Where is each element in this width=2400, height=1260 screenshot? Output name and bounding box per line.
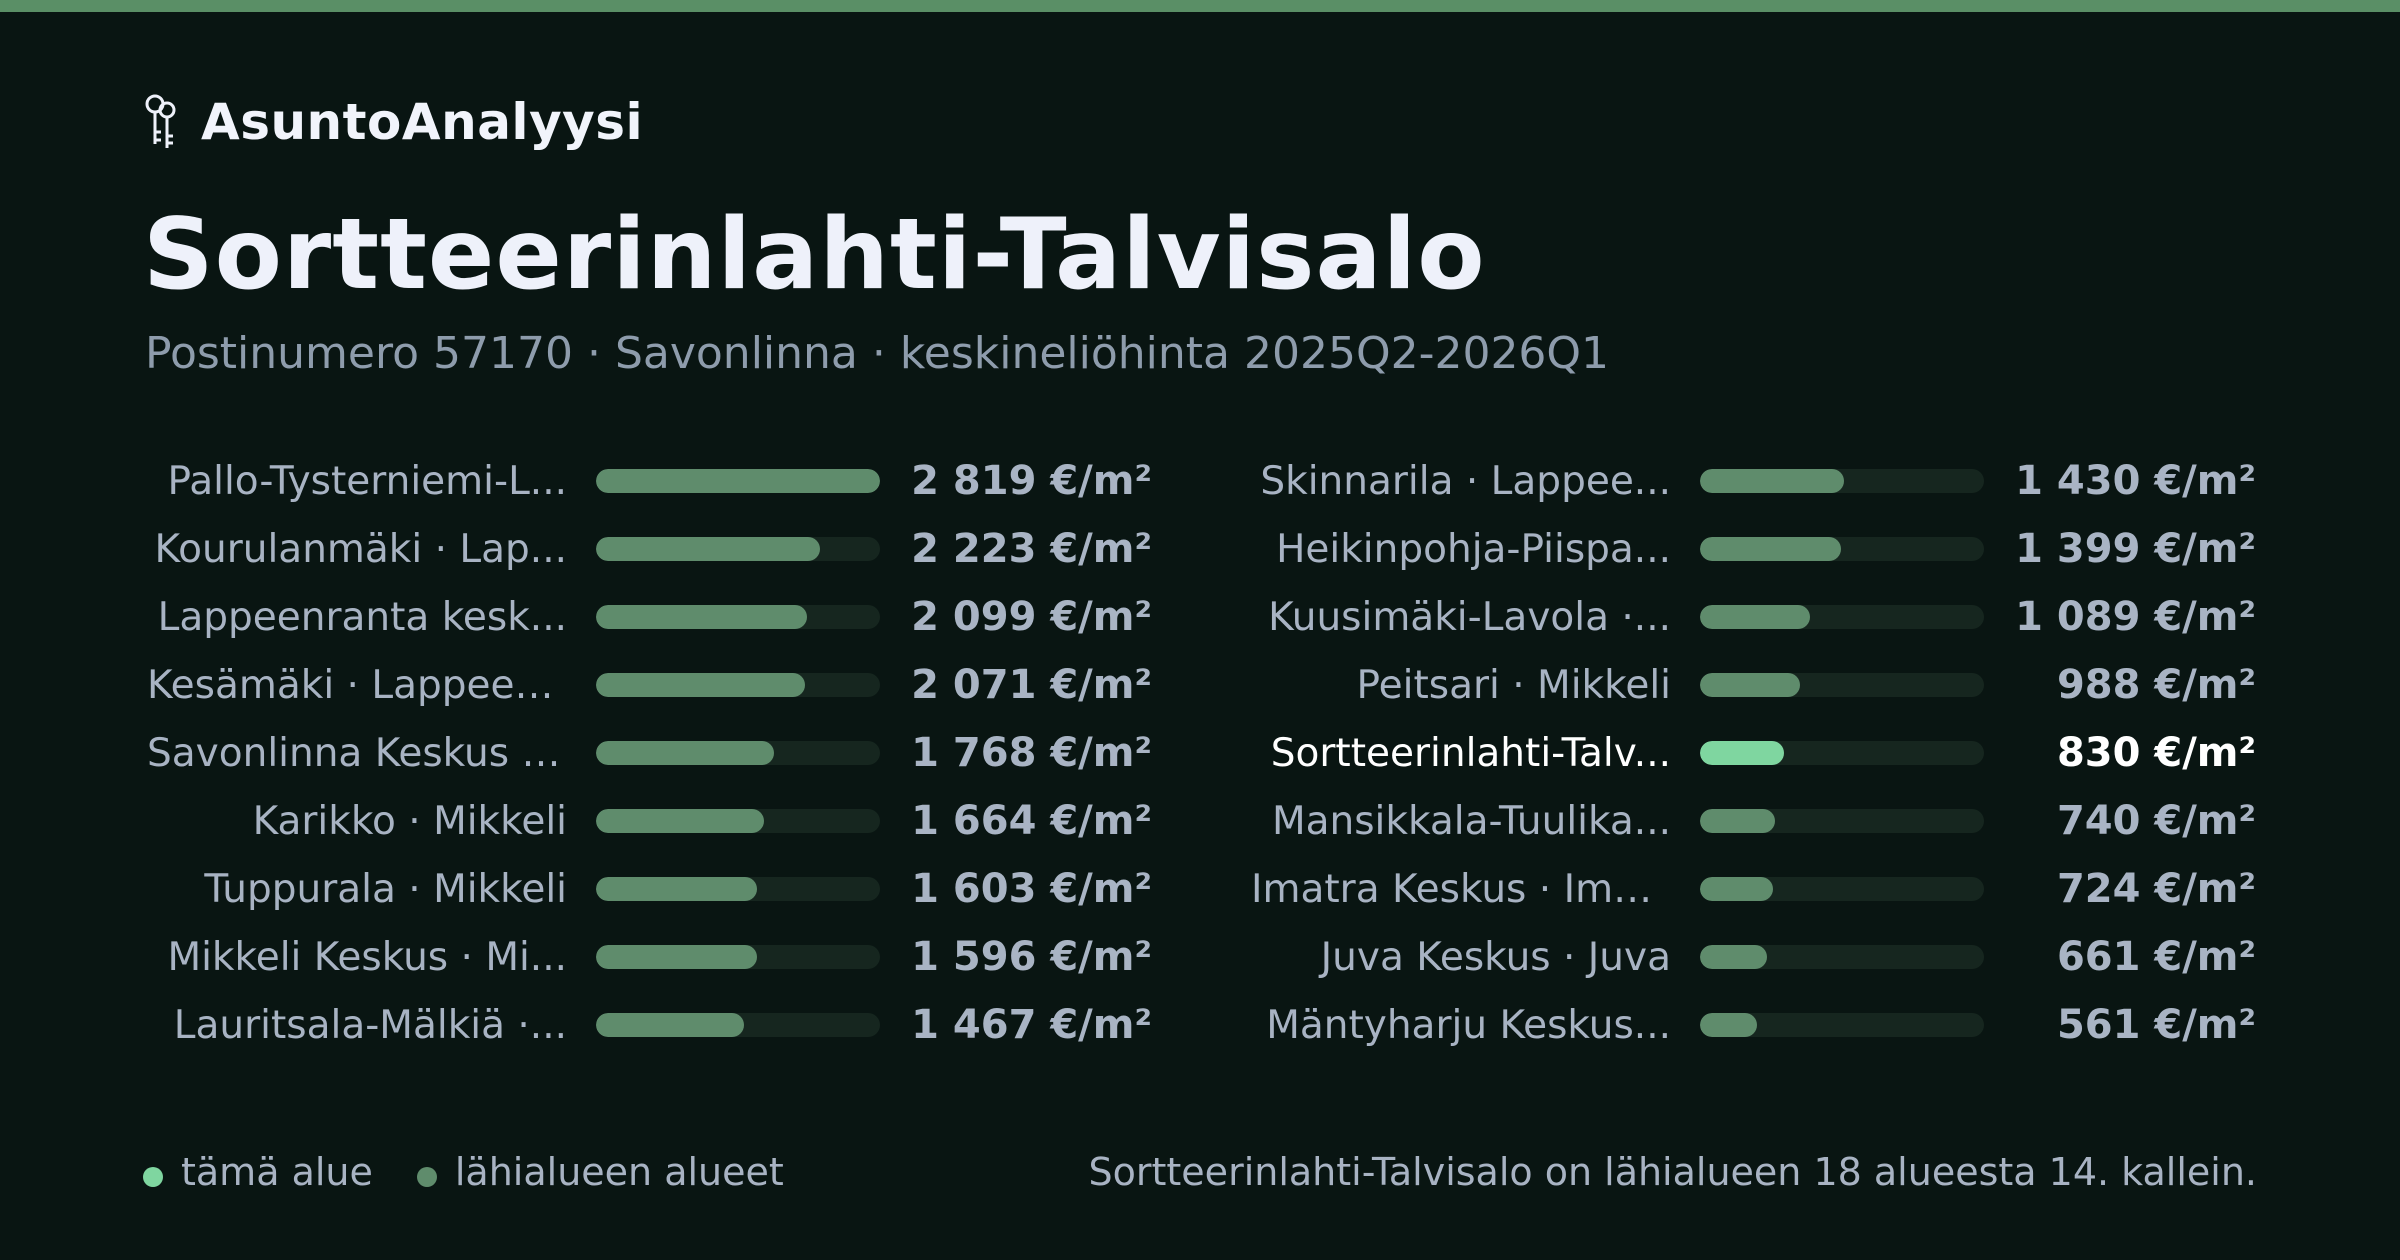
bar [596,469,880,493]
page-subtitle: Postinumero 57170 · Savonlinna · keskine… [145,328,1610,379]
bar-row: Skinnarila · Lappee... 1 430 €/m² [0,447,2400,515]
bar-value-label: 1 430 €/m² [2015,458,2256,504]
legend-dot-this-area [143,1167,163,1187]
bar-track [596,809,880,833]
bar-value-label: 988 €/m² [2056,662,2256,708]
bar-value-label: 1 603 €/m² [911,866,1152,912]
bar [1700,605,1810,629]
bar [596,809,764,833]
bar [1700,877,1773,901]
bar [1700,1013,1757,1037]
bar-value-label: 1 089 €/m² [2015,594,2256,640]
bar-row: Tuppurala · Mikkeli 1 603 €/m² [0,855,2400,923]
page-title: Sortteerinlahti-Talvisalo [143,198,1486,312]
bar-row: Mäntyharju Keskus... 561 €/m² [0,991,2400,1059]
bar [1700,537,1841,561]
top-accent-bar [0,0,2400,12]
bar-value-label: 2 071 €/m² [911,662,1152,708]
bar-value-label: 2 819 €/m² [911,458,1152,504]
bar-row: Mansikkala-Tuulika... 740 €/m² [0,787,2400,855]
bar-row: Kesämäki · Lappeen... 2 071 €/m² [0,651,2400,719]
legend-dot-nearby [416,1167,437,1187]
bar-track [1700,1013,1984,1037]
legend-label-nearby: lähialueen alueet [454,1150,784,1194]
bar-track [1700,945,1984,969]
legend-label-this-area: tämä alue [181,1150,373,1194]
bar [1700,809,1775,833]
bar-row: Pallo-Tysterniemi-L... 2 819 €/m² [0,447,2400,515]
bar-value-label: 1 596 €/m² [911,934,1152,980]
bar [1700,945,1767,969]
bar-category-label: Mansikkala-Tuulika... [1271,798,1671,844]
bar-row: Lauritsala-Mälkiä ·... 1 467 €/m² [0,991,2400,1059]
brand: AsuntoAnalyysi [143,92,643,152]
bar-track [1700,469,1984,493]
bar-track [1700,673,1984,697]
ranking-note: Sortteerinlahti-Talvisalo on lähialueen … [1088,1150,2257,1194]
legend-item-this-area: tämä alue [143,1150,373,1194]
bar-value-label: 830 €/m² [2056,730,2256,776]
keys-icon [145,94,176,148]
bar-track [596,537,880,561]
bar-track [1700,809,1984,833]
bar-track [596,945,880,969]
bar-row: Imatra Keskus · Ima... 724 €/m² [0,855,2400,923]
bar [596,877,758,901]
bar-track [596,1013,880,1037]
bar-row: Lappeenranta kesk... 2 099 €/m² [0,583,2400,651]
bar-row: Kourulanmäki · Lap... 2 223 €/m² [0,515,2400,583]
bar [596,1013,744,1037]
bar-value-label: 724 €/m² [2056,866,2256,912]
bar-category-label: Heikinpohja-Piispa... [1276,526,1671,572]
bar-track [596,469,880,493]
bar-row: Juva Keskus · Juva 661 €/m² [0,923,2400,991]
bar-row: Heikinpohja-Piispa... 1 399 €/m² [0,515,2400,583]
bar-track [1700,877,1984,901]
bar-row: Karikko · Mikkeli 1 664 €/m² [0,787,2400,855]
bar-value-label: 1 399 €/m² [2015,526,2256,572]
bar-row: Kuusimäki-Lavola ·... 1 089 €/m² [0,583,2400,651]
bar-row: Sortteerinlahti-Talv... 830 €/m² [0,719,2400,787]
brand-name: AsuntoAnalyysi [201,93,644,151]
bar-value-label: 1 664 €/m² [911,798,1152,844]
legend: tämä alue lähialueen alueet [143,1150,828,1194]
bar [596,605,808,629]
bar-track [596,605,880,629]
bar [596,945,757,969]
bar-value-label: 2 099 €/m² [911,594,1152,640]
bar [596,673,805,697]
bar-category-label: Skinnarila · Lappee... [1260,458,1671,504]
bar-value-label: 740 €/m² [2056,798,2256,844]
bar-value-label: 1 467 €/m² [911,1002,1152,1048]
bar-row: Mikkeli Keskus · Mi... 1 596 €/m² [0,923,2400,991]
bar-category-label: Mäntyharju Keskus... [1266,1002,1671,1048]
bar-value-label: 661 €/m² [2056,934,2256,980]
bar-row: Savonlinna Keskus ·... 1 768 €/m² [0,719,2400,787]
bar [596,537,820,561]
bar-track [1700,605,1984,629]
bar-category-label: Sortteerinlahti-Talv... [1270,730,1671,776]
bar [596,741,775,765]
bar-value-label: 561 €/m² [2056,1002,2256,1048]
legend-item-nearby: lähialueen alueet [416,1150,784,1194]
bar-value-label: 1 768 €/m² [911,730,1152,776]
bar-category-label: Imatra Keskus · Ima... [1251,866,1671,912]
bar [1700,673,1800,697]
bar-track [1700,537,1984,561]
bar-value-label: 2 223 €/m² [911,526,1152,572]
bar-track [596,741,880,765]
bar [1700,469,1845,493]
bar-category-label: Kuusimäki-Lavola ·... [1268,594,1671,640]
bar-track [1700,741,1984,765]
bar-category-label: Peitsari · Mikkeli [1356,662,1671,708]
bar-row: Peitsari · Mikkeli 988 €/m² [0,651,2400,719]
bar-track [596,877,880,901]
bar [1700,741,1784,765]
bar-track [596,673,880,697]
bar-category-label: Juva Keskus · Juva [1320,934,1671,980]
